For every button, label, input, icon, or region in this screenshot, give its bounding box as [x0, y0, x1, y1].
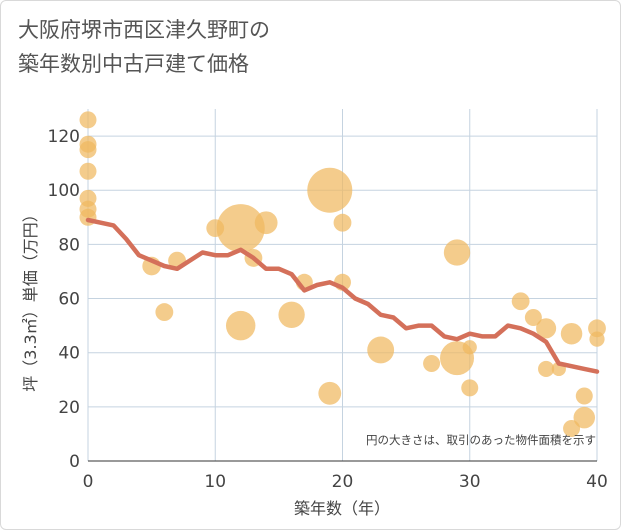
y-tick-label: 120 — [48, 127, 80, 147]
data-bubble — [461, 379, 479, 397]
data-bubble — [79, 162, 97, 180]
data-bubble — [307, 167, 353, 213]
tick-labels: 0 10 20 30 40 0 20 40 60 80 100 120 — [48, 127, 608, 492]
y-axis-title: 坪（3.3㎡）単価（万円） — [21, 206, 40, 391]
data-bubble — [462, 340, 477, 355]
data-bubble — [443, 239, 471, 266]
data-bubble — [216, 204, 265, 253]
y-tick-label: 0 — [69, 452, 80, 472]
data-bubble — [573, 406, 596, 429]
data-bubble — [79, 111, 97, 129]
data-bubble — [423, 355, 441, 373]
x-axis-title: 築年数（年） — [294, 499, 390, 518]
y-tick-label: 40 — [58, 344, 80, 364]
bubbles — [79, 111, 606, 438]
y-tick-label: 80 — [58, 235, 80, 255]
x-tick-label: 0 — [83, 472, 94, 492]
chart-title: 大阪府堺市西区津久野町の 築年数別中古戸建て価格 — [18, 13, 270, 81]
data-bubble — [589, 331, 605, 347]
trend-line — [85, 217, 600, 374]
x-tick-label: 40 — [586, 472, 608, 492]
data-bubble — [575, 387, 593, 405]
trend-line-group — [85, 217, 600, 374]
data-bubble — [560, 322, 583, 345]
data-bubble — [278, 301, 305, 328]
data-bubble — [588, 319, 606, 338]
x-tick-label: 20 — [332, 472, 354, 492]
chart-title-line2: 築年数別中古戸建て価格 — [18, 52, 249, 76]
data-bubble — [333, 213, 352, 232]
y-tick-label: 20 — [58, 398, 80, 418]
data-bubble — [367, 336, 395, 364]
data-bubble — [536, 318, 557, 339]
data-bubble — [225, 310, 256, 341]
data-bubble — [538, 360, 555, 378]
bubble-size-note: 円の大きさは、取引のあった物件面積を示す — [366, 433, 596, 447]
x-tick-label: 10 — [204, 472, 226, 492]
y-tick-label: 100 — [48, 181, 80, 201]
chart-title-line1: 大阪府堺市西区津久野町の — [18, 18, 270, 42]
data-bubble — [524, 308, 542, 326]
data-bubble — [318, 381, 342, 405]
data-bubble — [79, 141, 97, 159]
data-bubble — [155, 303, 174, 321]
data-bubble — [254, 211, 278, 235]
data-bubble — [511, 292, 530, 311]
x-tick-label: 30 — [459, 472, 481, 492]
y-tick-label: 60 — [58, 290, 80, 310]
